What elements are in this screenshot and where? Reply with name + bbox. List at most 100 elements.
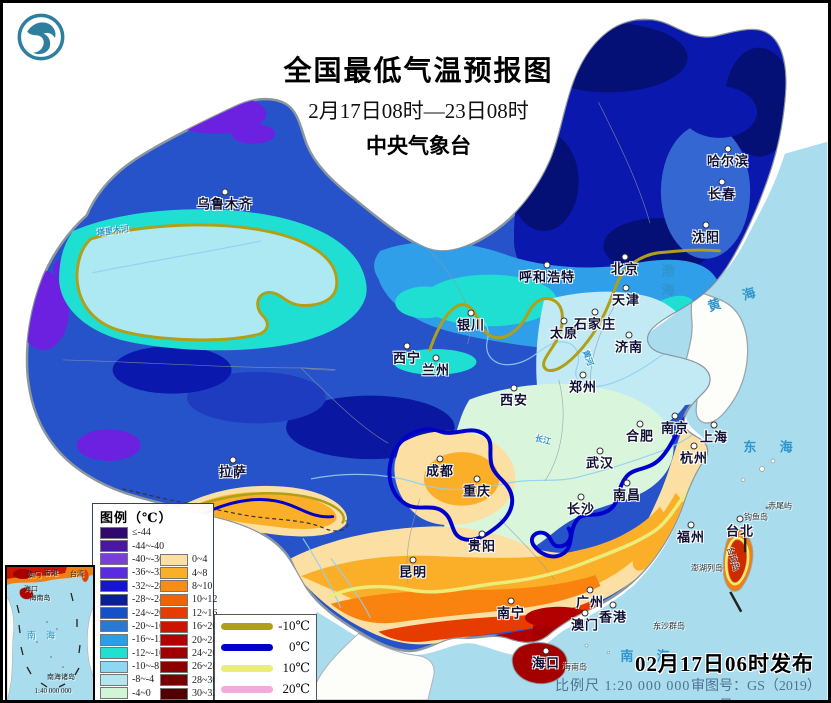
city-dot: [542, 647, 550, 655]
city-label: 北京: [610, 261, 640, 277]
rivers: [92, 240, 698, 618]
city-label: 海口: [531, 655, 561, 671]
city-label: 合肥: [625, 428, 655, 444]
inset-label: 南海诸岛: [47, 673, 75, 681]
legend-row: 30~32: [160, 687, 217, 700]
legend-range: 4~8: [192, 567, 208, 579]
geo-label: 海南岛: [563, 662, 587, 672]
city-dot: [581, 609, 589, 617]
legend-swatch: [100, 540, 128, 553]
legend-row: 10~12: [160, 593, 217, 606]
legend-range: -44~-40: [132, 540, 165, 552]
legend-row: -28~-24: [100, 593, 164, 606]
legend-row: -44~-40: [100, 539, 165, 553]
city-label: 长春: [707, 186, 737, 202]
legend-warm-column: 0~4 4~8 8~10 10~12 12~16 16~20 20~24 24~26 26~28…: [160, 553, 217, 700]
legend-swatch: [160, 553, 188, 566]
china-temperature-map: [25, 18, 828, 700]
legend-swatch: [100, 580, 128, 593]
legend-swatch: [100, 660, 128, 673]
city-label: 南宁: [496, 605, 526, 621]
isoline-label: 0℃: [288, 639, 310, 654]
city-dot: [507, 597, 515, 605]
city-dot: [478, 530, 486, 538]
city-dot: [409, 556, 417, 564]
city-dot: [622, 284, 630, 292]
city-dot: [687, 521, 695, 529]
city-label: 香港: [598, 609, 628, 625]
inset-label: 香港: [44, 569, 58, 577]
city-label: 太原: [549, 325, 579, 341]
land-indochina: [310, 632, 435, 700]
city-label: 上海: [699, 429, 729, 445]
city-dot: [736, 515, 744, 523]
legend-cold-column: ≤-44 -44~-40 -40~-36 -36~-32 -32~-28 -28~-24-…: [100, 526, 164, 700]
small-islands: [584, 458, 776, 654]
isoline-swatch: [221, 664, 273, 672]
legend-swatch: [100, 687, 128, 700]
city-label: 哈尔滨: [706, 153, 750, 169]
legend-swatch: [160, 567, 188, 580]
legend-swatch: [100, 553, 128, 566]
inset-label: 南 海: [26, 630, 60, 641]
legend-range: 8~10: [192, 580, 213, 592]
legend-swatch: [160, 687, 188, 700]
city-dot: [621, 253, 629, 261]
city-label: 天津: [611, 292, 641, 308]
approval-number: 审图号：GS（2019）3082号: [691, 679, 821, 700]
city-dot: [560, 317, 568, 325]
isoline-row: 20℃: [221, 679, 310, 699]
hainan-island: [511, 642, 568, 685]
inset-label: 海南岛: [29, 594, 51, 602]
legend-range: 0~4: [192, 554, 208, 566]
legend-swatch: [100, 673, 128, 686]
legend-range: -8~-4: [132, 674, 155, 686]
legend-row: 16~20: [160, 620, 217, 633]
city-dot: [609, 601, 617, 609]
city-dot: [510, 384, 518, 392]
city-dot: [702, 221, 710, 229]
city-dot: [229, 456, 237, 464]
city-label: 昆明: [398, 564, 428, 580]
legend-range: 26~28: [192, 661, 218, 673]
city-dot: [591, 308, 599, 316]
release-time: 02月17日06时发布: [635, 652, 814, 676]
legend-swatch: [100, 607, 128, 620]
city-label: 银川: [456, 317, 486, 333]
inset-label: 台湾: [70, 570, 84, 578]
city-dot: [403, 342, 411, 350]
isoline-label: 10℃: [282, 660, 310, 675]
city-dot: [432, 354, 440, 362]
legend-swatch: [160, 620, 188, 633]
city-label: 台北: [725, 523, 755, 539]
legend-range: -4~0: [132, 687, 151, 699]
legend-range: -40~-36: [132, 553, 165, 565]
isoline-legend: -10℃ 0℃ 10℃ 20℃: [214, 614, 317, 700]
legend-row: -32~-28: [100, 580, 164, 593]
inset-label: 1:40 000 000: [34, 687, 72, 695]
legend-swatch: [100, 620, 128, 633]
city-label: 西安: [499, 392, 529, 408]
legend-range: 24~26: [192, 647, 218, 659]
city-dot: [718, 178, 726, 186]
isolines: [182, 248, 721, 598]
city-dot: [579, 371, 587, 379]
legend-row: -40~-36: [100, 553, 164, 566]
sea-label: 渤海: [659, 264, 675, 302]
legend-swatch: [100, 593, 128, 606]
isoline-swatch: [221, 685, 273, 693]
legend-row: -8~-4: [100, 673, 164, 686]
city-label: 广州: [575, 594, 605, 610]
legend-swatch: [160, 647, 188, 660]
city-dot: [221, 188, 229, 196]
legend-row: -20~-16: [100, 620, 164, 633]
inset-label: 海口: [24, 585, 38, 593]
legend-range: -12~-10: [132, 647, 165, 659]
legend-range: 28~30: [192, 674, 218, 686]
geo-label: 赤尾屿: [768, 501, 792, 511]
legend-range: -28~-24: [132, 594, 165, 606]
legend-row: -10~-8: [100, 660, 164, 673]
city-dot: [625, 331, 633, 339]
legend-swatch: [100, 633, 128, 646]
legend-row: 20~24: [160, 633, 217, 647]
